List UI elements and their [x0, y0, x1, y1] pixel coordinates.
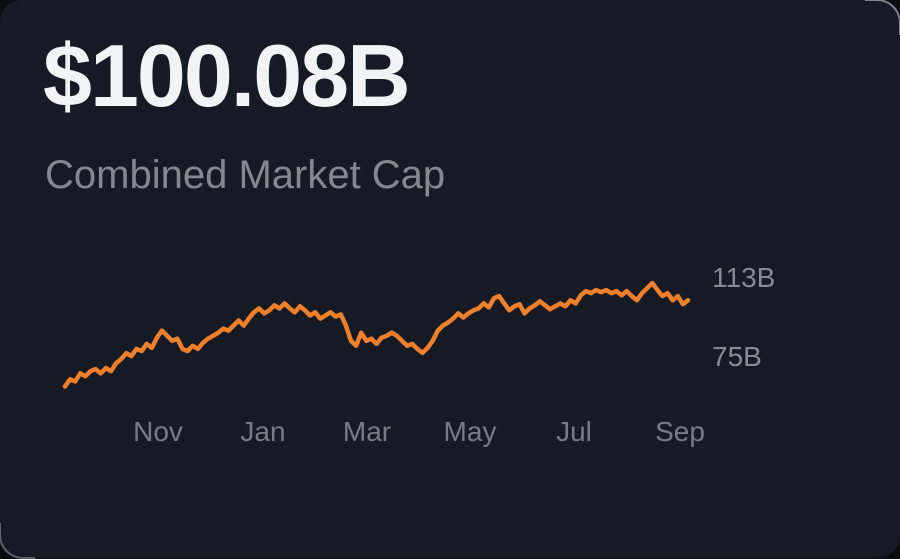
- market-cap-label: Combined Market Cap: [45, 153, 446, 197]
- market-cap-value: $100.08B: [43, 26, 411, 125]
- y-axis-tick-113b: 113B: [712, 262, 776, 293]
- x-axis-tick-nov: Nov: [133, 416, 183, 447]
- y-axis-tick-75b: 75B: [712, 341, 762, 372]
- x-axis-tick-jan: Jan: [240, 416, 286, 447]
- x-axis-tick-sep: Sep: [655, 416, 705, 447]
- x-axis-tick-jul: Jul: [556, 416, 592, 447]
- x-axis-tick-may: May: [443, 416, 497, 447]
- x-axis-tick-mar: Mar: [342, 416, 392, 447]
- market-cap-line: [62, 280, 691, 389]
